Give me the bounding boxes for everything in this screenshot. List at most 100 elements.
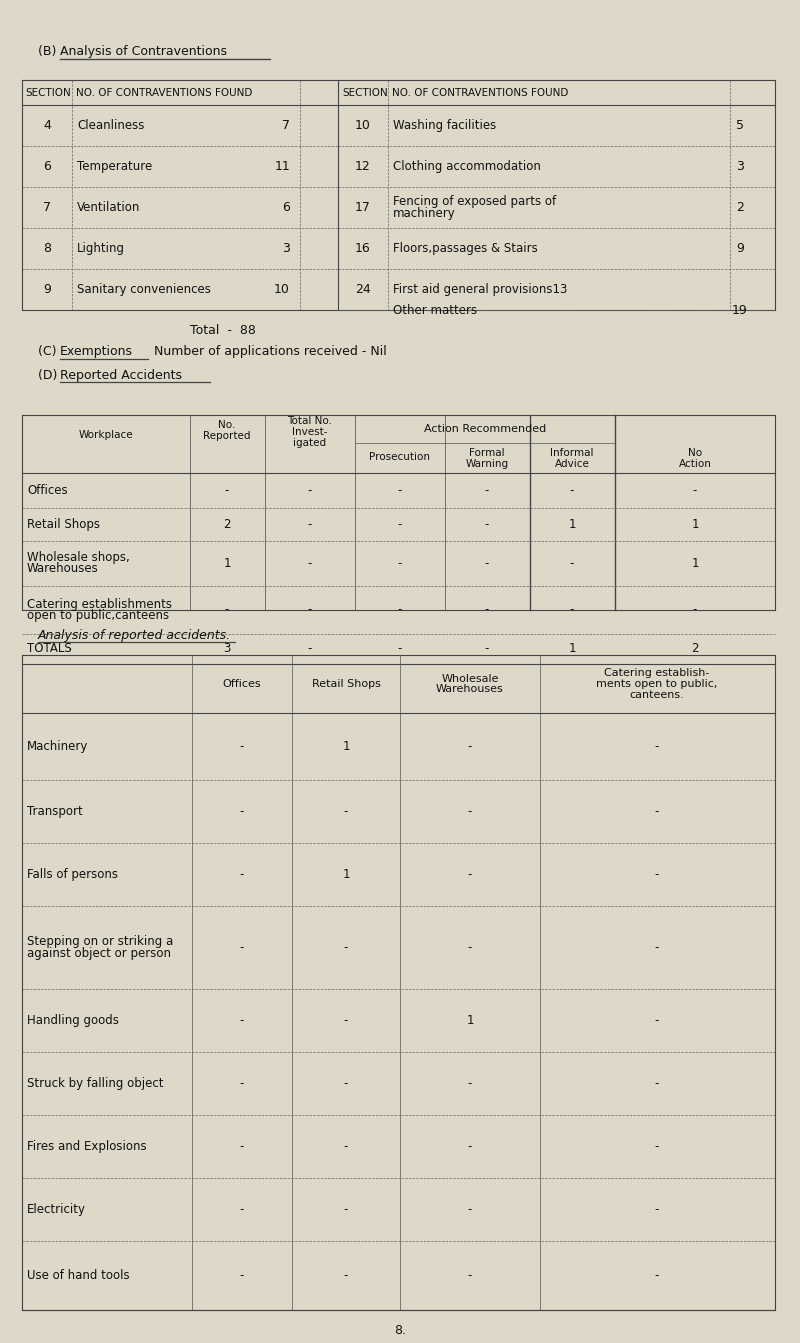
Text: Lighting: Lighting	[77, 242, 125, 255]
Text: Offices: Offices	[222, 680, 262, 689]
Text: -: -	[570, 603, 574, 616]
Text: -: -	[468, 804, 472, 818]
Text: Floors,passages & Stairs: Floors,passages & Stairs	[393, 242, 538, 255]
Text: Exemptions: Exemptions	[60, 345, 133, 359]
Text: Catering establish-: Catering establish-	[604, 667, 710, 678]
Text: -: -	[655, 1077, 659, 1091]
Text: -: -	[344, 1269, 348, 1283]
Text: -: -	[344, 804, 348, 818]
Text: Reported Accidents: Reported Accidents	[60, 368, 182, 381]
Text: -: -	[655, 1269, 659, 1283]
Text: Struck by falling object: Struck by falling object	[27, 1077, 163, 1091]
Text: Workplace: Workplace	[78, 430, 134, 441]
Text: -: -	[655, 804, 659, 818]
Text: 17: 17	[355, 201, 371, 214]
Text: TOTALS: TOTALS	[27, 642, 72, 655]
Text: -: -	[308, 557, 312, 569]
Text: 11: 11	[274, 160, 290, 173]
Text: 6: 6	[282, 201, 290, 214]
Text: -: -	[308, 483, 312, 497]
Text: canteens.: canteens.	[630, 690, 684, 700]
Text: 2: 2	[691, 642, 698, 655]
Text: -: -	[240, 1269, 244, 1283]
Text: Warehouses: Warehouses	[27, 563, 98, 576]
Text: -: -	[485, 603, 489, 616]
Text: -: -	[240, 1203, 244, 1215]
Text: -: -	[468, 1269, 472, 1283]
Text: Stepping on or striking a: Stepping on or striking a	[27, 936, 174, 948]
Text: Analysis of Contraventions: Analysis of Contraventions	[60, 46, 227, 59]
Text: machinery: machinery	[393, 207, 456, 219]
Text: Sanitary conveniences: Sanitary conveniences	[77, 283, 211, 295]
Text: 7: 7	[43, 201, 51, 214]
Text: -: -	[398, 518, 402, 530]
Text: -: -	[240, 1077, 244, 1091]
Text: igated: igated	[294, 438, 326, 449]
Text: Action Recommended: Action Recommended	[424, 424, 546, 434]
Text: 3: 3	[282, 242, 290, 255]
Text: Falls of persons: Falls of persons	[27, 868, 118, 881]
Text: SECTION: SECTION	[342, 89, 388, 98]
Text: (D): (D)	[38, 368, 62, 381]
Text: -: -	[398, 483, 402, 497]
Text: ments open to public,: ments open to public,	[596, 680, 718, 689]
Text: -: -	[344, 1014, 348, 1027]
Text: -: -	[240, 804, 244, 818]
Text: 12: 12	[355, 160, 371, 173]
Text: -: -	[225, 603, 229, 616]
Text: -: -	[655, 1203, 659, 1215]
Text: 19: 19	[732, 304, 748, 317]
Text: -: -	[468, 740, 472, 753]
Text: 1: 1	[223, 557, 230, 569]
Text: Action: Action	[678, 459, 711, 469]
Text: 16: 16	[355, 242, 371, 255]
Text: -: -	[344, 1140, 348, 1154]
Text: 1: 1	[342, 740, 350, 753]
Text: -: -	[240, 868, 244, 881]
Text: 1: 1	[466, 1014, 474, 1027]
Text: -: -	[655, 1140, 659, 1154]
Text: Fencing of exposed parts of: Fencing of exposed parts of	[393, 196, 556, 208]
Text: -: -	[468, 1077, 472, 1091]
Text: -: -	[308, 642, 312, 655]
Text: open to public,canteens: open to public,canteens	[27, 608, 169, 622]
Text: Handling goods: Handling goods	[27, 1014, 119, 1027]
Text: Catering establishments: Catering establishments	[27, 598, 172, 611]
Text: -: -	[655, 868, 659, 881]
Text: -: -	[240, 941, 244, 954]
Text: Retail Shops: Retail Shops	[311, 680, 381, 689]
Text: -: -	[570, 557, 574, 569]
Text: Total  -  88: Total - 88	[190, 324, 256, 337]
Text: -: -	[398, 603, 402, 616]
Text: -: -	[693, 483, 697, 497]
Text: -: -	[240, 1014, 244, 1027]
Text: First aid general provisions13: First aid general provisions13	[393, 283, 567, 295]
Text: 8.: 8.	[394, 1323, 406, 1336]
Text: 1: 1	[568, 518, 576, 530]
Text: 2: 2	[736, 201, 744, 214]
Text: Offices: Offices	[27, 483, 68, 497]
Text: 1: 1	[691, 518, 698, 530]
Text: -: -	[655, 740, 659, 753]
Text: 24: 24	[355, 283, 371, 295]
Text: -: -	[240, 740, 244, 753]
Text: -: -	[468, 1203, 472, 1215]
Text: 1: 1	[342, 868, 350, 881]
Text: Retail Shops: Retail Shops	[27, 518, 100, 530]
Text: -: -	[485, 642, 489, 655]
Text: Analysis of reported accidents.: Analysis of reported accidents.	[38, 629, 231, 642]
Text: -: -	[655, 941, 659, 954]
Text: Machinery: Machinery	[27, 740, 88, 753]
Text: -: -	[344, 1077, 348, 1091]
Text: 9: 9	[736, 242, 744, 255]
Text: 10: 10	[274, 283, 290, 295]
Text: 10: 10	[355, 120, 371, 132]
Text: NO. OF CONTRAVENTIONS FOUND: NO. OF CONTRAVENTIONS FOUND	[76, 89, 252, 98]
Text: 4: 4	[43, 120, 51, 132]
Text: -: -	[468, 868, 472, 881]
Text: 3: 3	[223, 642, 230, 655]
Text: 6: 6	[43, 160, 51, 173]
Text: Fires and Explosions: Fires and Explosions	[27, 1140, 146, 1154]
Text: 1: 1	[691, 557, 698, 569]
Text: Number of applications received - Nil: Number of applications received - Nil	[150, 345, 386, 359]
